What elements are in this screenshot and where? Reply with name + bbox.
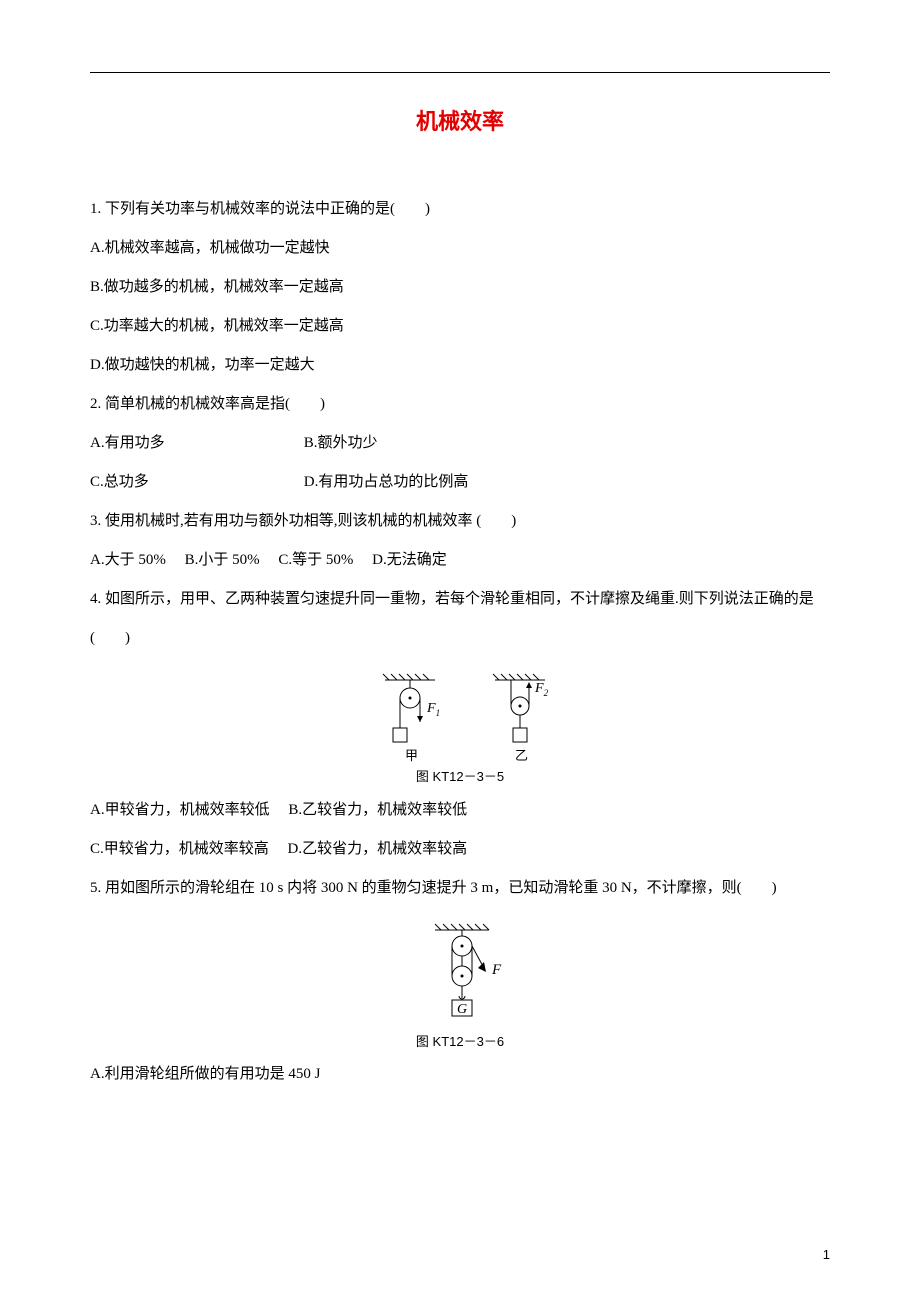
q1-stem: 1. 下列有关功率与机械效率的说法中正确的是( ): [90, 190, 830, 229]
q4-caption: 图 KT12－3－5: [90, 769, 830, 785]
q4-figure: F1 甲 F2 乙: [90, 670, 830, 785]
q4-opt-b: B.乙较省力，机械效率较低: [288, 802, 467, 818]
q4-opt-d: D.乙较省力，机械效率较高: [288, 841, 468, 857]
q2-opt-d: D.有用功占总功的比例高: [304, 474, 469, 490]
page-title: 机械效率: [90, 93, 830, 150]
q3-opt-a: A.大于 50%: [90, 552, 166, 568]
q5-f-label: F: [491, 962, 502, 978]
q2-stem: 2. 简单机械的机械效率高是指( ): [90, 385, 830, 424]
q1-opt-d: D.做功越快的机械，功率一定越大: [90, 346, 830, 385]
q3-opt-b: B.小于 50%: [185, 552, 260, 568]
q4-jia-label: 甲: [405, 748, 418, 763]
top-rule: [90, 72, 830, 73]
q1-opt-b: B.做功越多的机械，机械效率一定越高: [90, 268, 830, 307]
q5-opt-a: A.利用滑轮组所做的有用功是 450 J: [90, 1055, 830, 1094]
q4-opt-c: C.甲较省力，机械效率较高: [90, 841, 269, 857]
q5-stem: 5. 用如图所示的滑轮组在 10 s 内将 300 N 的重物匀速提升 3 m，…: [90, 869, 830, 908]
q1-opt-a: A.机械效率越高，机械做功一定越快: [90, 229, 830, 268]
q4-opt-a: A.甲较省力，机械效率较低: [90, 802, 270, 818]
q1-opt-c: C.功率越大的机械，机械效率一定越高: [90, 307, 830, 346]
q4-f2-label: F2: [534, 681, 549, 698]
q3-stem: 3. 使用机械时,若有用功与额外功相等,则该机械的机械效率 ( ): [90, 502, 830, 541]
q4-f1-label: F1: [426, 701, 440, 718]
q4-yi-label: 乙: [515, 748, 528, 763]
q2-opt-b: B.额外功少: [304, 435, 378, 451]
q4-stem: 4. 如图所示，用甲、乙两种装置匀速提升同一重物，若每个滑轮重相同，不计摩擦及绳…: [90, 580, 830, 658]
q5-g-label: G: [457, 1002, 467, 1017]
q2-opt-c: C.总功多: [90, 463, 300, 502]
q5-caption: 图 KT12－3－6: [90, 1034, 830, 1050]
q3-opt-c: C.等于 50%: [278, 552, 353, 568]
page-number: 1: [823, 1238, 830, 1272]
q5-figure: F G 图 KT12－3－6: [90, 920, 830, 1050]
q2-opt-a: A.有用功多: [90, 424, 300, 463]
q3-opt-d: D.无法确定: [372, 552, 447, 568]
